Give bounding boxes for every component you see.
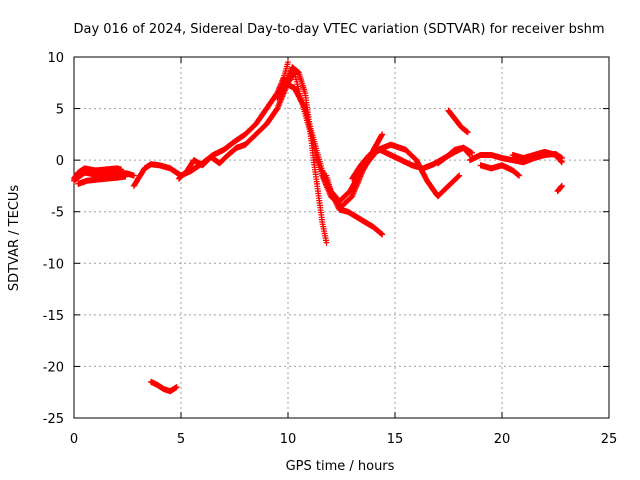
- point-markers: [75, 173, 129, 187]
- axis-ticks: 0 5 10 15 20 25 -25 -20 -15 -10 -5 0 5 10: [43, 51, 618, 447]
- point-markers: [71, 165, 125, 182]
- x-tick-label: 20: [494, 432, 511, 447]
- y-tick-label: 10: [47, 51, 64, 66]
- x-tick-label: 10: [280, 432, 297, 447]
- series-track-16: [148, 378, 180, 395]
- point-markers: [477, 162, 523, 179]
- plot-frame: [73, 56, 610, 419]
- y-axis-title: SDTVAR / TECUs: [7, 185, 22, 292]
- point-markers: [434, 144, 475, 167]
- x-axis-title: GPS time / hours: [286, 459, 395, 474]
- series-track-14: [509, 148, 565, 166]
- series-track-15: [554, 182, 565, 195]
- x-tick-label: 25: [601, 432, 618, 447]
- point-markers: [509, 148, 565, 166]
- point-markers: [554, 182, 565, 195]
- y-tick-label: -20: [43, 360, 64, 375]
- y-tick-label: -15: [43, 309, 64, 324]
- y-tick-label: -10: [43, 257, 64, 272]
- series-track-8: [323, 172, 386, 238]
- y-tick-label: 0: [56, 154, 64, 169]
- point-markers: [148, 378, 180, 395]
- series-track-11: [445, 107, 471, 136]
- point-markers: [445, 107, 471, 136]
- point-markers: [323, 172, 386, 238]
- x-tick-label: 5: [177, 432, 185, 447]
- series-track-2: [71, 165, 125, 182]
- series-track-3: [75, 173, 129, 187]
- series-track-13: [477, 162, 523, 179]
- x-tick-label: 0: [70, 432, 78, 447]
- y-tick-label: -25: [43, 412, 64, 427]
- chart-title: Day 016 of 2024, Sidereal Day-to-day VTE…: [73, 22, 604, 37]
- series-track-10: [434, 144, 475, 167]
- y-tick-label: -5: [51, 206, 64, 221]
- x-tick-label: 15: [387, 432, 404, 447]
- data-points: [71, 59, 565, 395]
- y-tick-label: 5: [56, 103, 64, 118]
